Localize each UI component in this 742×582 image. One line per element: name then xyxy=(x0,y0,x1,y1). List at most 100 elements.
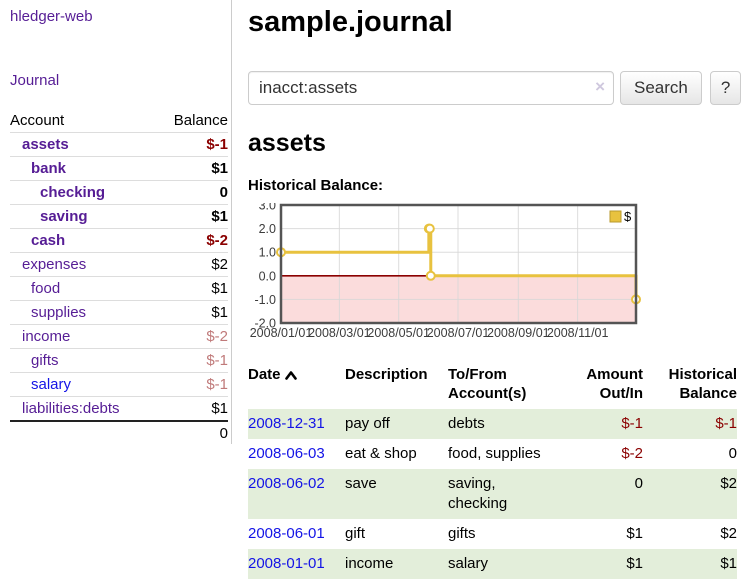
account-cell: salary xyxy=(10,373,156,397)
sort-ascending-icon xyxy=(284,366,297,385)
svg-text:1.0: 1.0 xyxy=(259,246,276,260)
accounts-table-body: assets $-1 bank $1 checking 0 saving $1 … xyxy=(10,132,228,446)
transaction-date: 2008-06-01 xyxy=(248,519,345,549)
account-link[interactable]: cash xyxy=(31,232,66,249)
transaction-row: 2008-06-01 gift gifts $1 $2 xyxy=(248,519,737,549)
register-header-amount: Amount Out/In xyxy=(586,366,643,402)
account-link[interactable]: checking xyxy=(40,184,106,201)
account-cell: checking xyxy=(10,181,156,205)
account-row: bank $1 xyxy=(10,156,228,181)
transaction-description: pay off xyxy=(345,415,390,432)
sidebar-item-journal[interactable]: Journal xyxy=(10,72,60,89)
account-cell: gifts xyxy=(10,349,156,373)
account-row: saving $1 xyxy=(10,204,228,229)
transaction-date-link[interactable]: 2008-06-02 xyxy=(248,475,325,492)
transaction-accounts: debts xyxy=(448,415,485,432)
account-link[interactable]: expenses xyxy=(22,256,87,273)
register-header-tofrom: To/From Account(s) xyxy=(448,366,527,402)
transaction-row: 2008-06-03 eat & shop food, supplies $-2… xyxy=(248,439,737,469)
transaction-amount: $-1 xyxy=(621,415,643,432)
account-cell: cash xyxy=(10,229,156,253)
transaction-amount: $-2 xyxy=(621,445,643,462)
account-cell: supplies xyxy=(10,301,156,325)
transaction-description: eat & shop xyxy=(345,445,417,462)
help-button[interactable]: ? xyxy=(709,71,742,105)
transaction-amount: $1 xyxy=(626,525,643,542)
account-row: cash $-2 xyxy=(10,228,228,253)
historical-balance-chart: $3.0 2.0 1.0 0.0 -1.0 -2.02008/01/012008/03/0… xyxy=(250,203,641,340)
transaction-date-link[interactable]: 2008-01-01 xyxy=(248,555,325,572)
account-link[interactable]: salary xyxy=(31,376,72,393)
transaction-date-link[interactable]: 2008-06-01 xyxy=(248,525,325,542)
svg-text:2008/09/01: 2008/09/01 xyxy=(487,326,550,340)
svg-text:2008/03/01: 2008/03/01 xyxy=(308,326,371,340)
account-balance: $-1 xyxy=(206,136,228,153)
account-balance: $1 xyxy=(211,160,228,177)
account-heading: assets xyxy=(248,129,326,157)
account-cell: liabilities:debts xyxy=(10,397,156,422)
svg-text:2008/01/01: 2008/01/01 xyxy=(250,326,313,340)
transaction-date: 2008-06-02 xyxy=(248,469,345,519)
account-balance: $-2 xyxy=(206,232,228,249)
account-link[interactable]: supplies xyxy=(31,304,87,321)
register-header-description: Description xyxy=(345,366,428,383)
account-link[interactable]: income xyxy=(22,328,71,345)
svg-text:-1.0: -1.0 xyxy=(254,293,276,307)
search-input[interactable] xyxy=(248,71,614,105)
account-row: assets $-1 xyxy=(10,132,228,157)
account-link[interactable]: gifts xyxy=(31,352,59,369)
search-button[interactable]: Search xyxy=(620,71,702,105)
svg-text:3.0: 3.0 xyxy=(259,203,276,213)
svg-text:2008/11/01: 2008/11/01 xyxy=(547,326,609,340)
sidebar-nav: Journal xyxy=(10,72,231,90)
account-balance: $1 xyxy=(211,280,228,297)
transaction-accounts: saving, checking xyxy=(448,475,508,512)
account-cell: bank xyxy=(10,157,156,181)
account-cell: saving xyxy=(10,205,156,229)
account-row: salary $-1 xyxy=(10,372,228,397)
account-link[interactable]: assets xyxy=(22,136,69,153)
transaction-description: gift xyxy=(345,525,366,542)
transaction-date-link[interactable]: 2008-06-03 xyxy=(248,445,325,462)
svg-text:2008/05/01: 2008/05/01 xyxy=(367,326,430,340)
account-row: liabilities:debts $1 xyxy=(10,396,228,422)
svg-text:2008/07/01: 2008/07/01 xyxy=(427,326,490,340)
account-row: food $1 xyxy=(10,276,228,301)
transaction-date: 2008-12-31 xyxy=(248,409,345,439)
register-header-date[interactable]: Date xyxy=(248,363,345,409)
search-input-wrap: × xyxy=(248,71,614,105)
transaction-row: 2008-01-01 income salary $1 $1 xyxy=(248,549,737,579)
svg-text:2.0: 2.0 xyxy=(259,222,276,236)
accounts-table-header: Account Balance xyxy=(10,109,228,133)
clear-search-icon[interactable]: × xyxy=(595,77,605,96)
accounts-total-spacer xyxy=(10,421,156,445)
account-row: expenses $2 xyxy=(10,252,228,277)
accounts-header-balance: Balance xyxy=(173,112,228,129)
transaction-accounts: gifts xyxy=(448,525,476,542)
account-row: supplies $1 xyxy=(10,300,228,325)
page-title: sample.journal xyxy=(248,6,453,38)
account-balance: $-2 xyxy=(206,328,228,345)
sidebar: hledger-web Journal Account Balance asse… xyxy=(0,0,232,444)
account-link[interactable]: bank xyxy=(31,160,67,177)
account-cell: expenses xyxy=(10,253,156,277)
account-link[interactable]: liabilities:debts xyxy=(22,400,120,417)
account-link[interactable]: food xyxy=(31,280,61,297)
account-balance: $-1 xyxy=(206,352,228,369)
transaction-date-link[interactable]: 2008-12-31 xyxy=(248,415,325,432)
app-title-link[interactable]: hledger-web xyxy=(10,8,93,25)
app-title: hledger-web xyxy=(10,8,231,26)
transaction-date: 2008-01-01 xyxy=(248,549,345,579)
chart-heading: Historical Balance: xyxy=(248,177,384,194)
transaction-historical: $-1 xyxy=(715,415,737,432)
account-row: gifts $-1 xyxy=(10,348,228,373)
transaction-historical: 0 xyxy=(728,445,737,462)
account-row: checking 0 xyxy=(10,180,228,205)
transaction-row: 2008-12-31 pay off debts $-1 $-1 xyxy=(248,409,737,439)
accounts-header-account: Account xyxy=(10,112,65,129)
svg-text:$: $ xyxy=(624,209,632,224)
transaction-accounts: food, supplies xyxy=(448,445,541,462)
account-link[interactable]: saving xyxy=(40,208,88,225)
accounts-table: Account Balance assets $-1 bank $1 check… xyxy=(10,109,228,445)
account-balance: $1 xyxy=(211,208,228,225)
